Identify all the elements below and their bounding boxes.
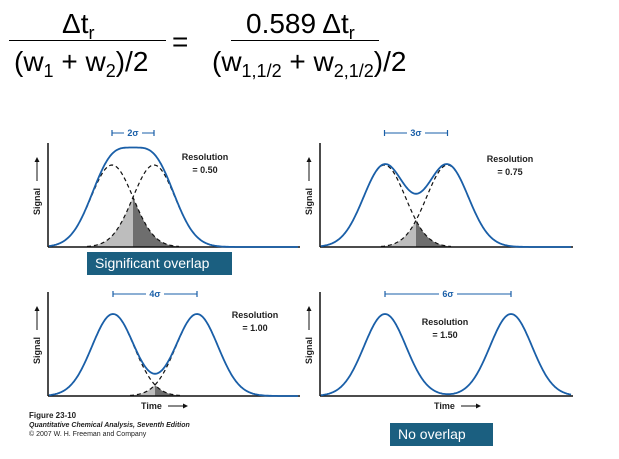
time-axis-label: Time	[434, 401, 455, 411]
separation-label: 6σ	[442, 289, 453, 299]
time-arrowhead-icon	[476, 403, 481, 409]
signal-axis-label: Signal	[304, 337, 314, 364]
equals-sign: =	[172, 26, 189, 57]
overlap-area-right	[155, 384, 300, 396]
resolution-value: = 0.75	[497, 167, 522, 177]
signal-axis-label: Signal	[304, 188, 314, 215]
resolution-label: Resolution	[422, 317, 469, 327]
time-axis-label: Time	[141, 401, 162, 411]
chromatogram-panel-4: 6σ Resolution = 1.50 Signal Time	[304, 289, 573, 411]
signal-arrowhead-icon	[306, 157, 312, 162]
book-title: Quantitative Chemical Analysis, Seventh …	[29, 422, 190, 429]
individual-peak-2	[380, 164, 515, 248]
resolution-value: = 1.50	[432, 330, 457, 340]
resolution-label: Resolution	[487, 154, 534, 164]
chromatogram-panel-1: 2σ Resolution = 0.50 Signal	[32, 128, 300, 248]
signal-axis-label: Signal	[32, 337, 42, 364]
individual-peak-1	[48, 313, 181, 397]
overlap-area-right	[416, 220, 573, 247]
resolution-value: = 1.00	[242, 323, 267, 333]
bracket-label-bg	[146, 289, 164, 299]
signal-axis-label: Signal	[32, 188, 42, 215]
separation-label: 3σ	[410, 128, 421, 138]
signal-arrowhead-icon	[34, 157, 40, 162]
combined-signal-curve	[48, 146, 298, 248]
time-arrowhead-icon	[183, 403, 188, 409]
combined-signal-curve	[320, 163, 571, 248]
individual-peak-1	[320, 164, 452, 248]
right-denominator: (w1,1/2 + w2,1/2)/2	[212, 46, 407, 81]
chromatogram-panel-3: 4σ Resolution = 1.00 Signal Time	[32, 289, 300, 411]
overlap-area-left	[48, 384, 155, 396]
left-numerator: Δtr	[62, 8, 95, 43]
copyright: © 2007 W. H. Freeman and Company	[29, 431, 147, 438]
signal-arrowhead-icon	[306, 306, 312, 311]
figure-number: Figure 23-10	[29, 411, 77, 420]
resolution-label: Resolution	[182, 152, 229, 162]
resolution-value: = 0.50	[192, 165, 217, 175]
bracket-label-bg	[124, 128, 142, 138]
no-overlap-callout: No overlap	[390, 423, 493, 446]
separation-label: 4σ	[149, 289, 160, 299]
significant-overlap-callout: Significant overlap	[87, 252, 232, 275]
overlap-area-left	[320, 220, 416, 247]
right-numerator: 0.589 Δtr	[246, 8, 355, 43]
combined-signal-curve	[48, 313, 298, 397]
individual-peak-2	[86, 164, 222, 248]
bracket-label-bg	[407, 128, 425, 138]
resolution-label: Resolution	[232, 310, 279, 320]
overlap-area-left	[48, 197, 133, 247]
overlap-area-right	[133, 197, 300, 247]
chromatogram-panel-2: 3σ Resolution = 0.75 Signal	[304, 128, 573, 248]
signal-arrowhead-icon	[34, 306, 40, 311]
separation-label: 2σ	[127, 128, 138, 138]
left-fraction-bar	[9, 40, 166, 41]
right-fraction-bar	[231, 40, 379, 41]
combined-signal-curve	[320, 313, 572, 397]
bracket-label-bg	[439, 289, 457, 299]
left-denominator: (w1 + w2)/2	[14, 46, 149, 81]
